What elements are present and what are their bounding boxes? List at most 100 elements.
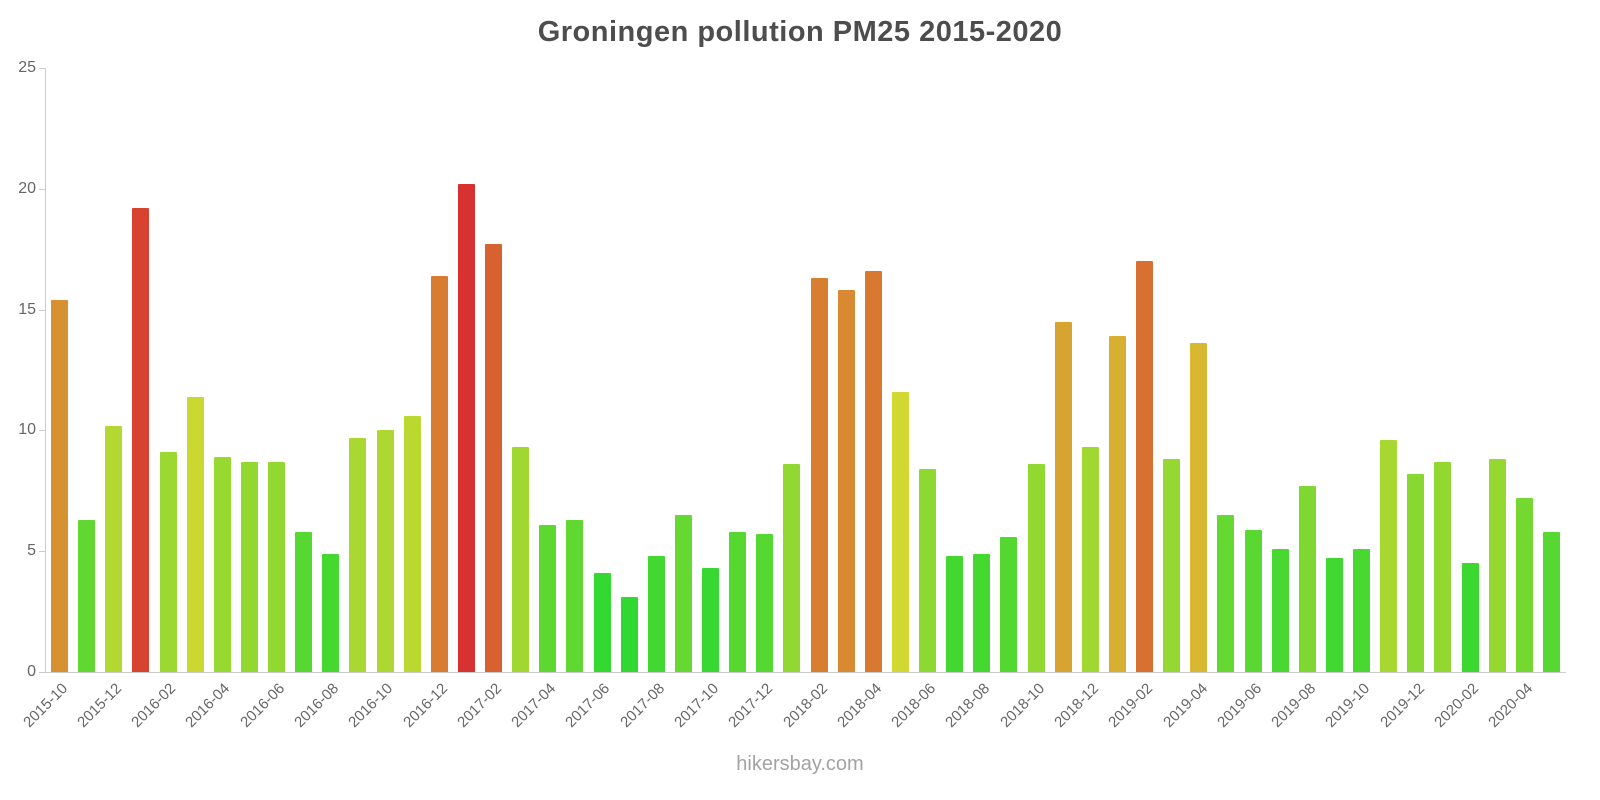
x-tick-label: 2017-02	[453, 680, 505, 731]
bar-2018-07	[946, 556, 964, 672]
x-axis-line	[45, 672, 1566, 673]
bar-2016-07	[295, 531, 313, 672]
bar-2016-10	[376, 430, 394, 672]
y-tick-mark	[39, 188, 45, 190]
x-tick-label: 2018-10	[996, 680, 1048, 731]
bar-slot	[1131, 68, 1158, 672]
bar-2019-05	[1217, 515, 1235, 672]
x-tick-label: 2016-02	[128, 680, 180, 731]
bar-2017-04	[539, 524, 557, 672]
bar-2017-06	[593, 572, 611, 672]
bar-2018-08	[973, 553, 991, 672]
bar-2018-11	[1054, 321, 1072, 672]
bar-slot	[1104, 68, 1131, 672]
bar-slot	[1240, 68, 1267, 672]
y-tick-mark	[39, 551, 45, 553]
bar-2017-02	[485, 244, 503, 672]
bar-slot	[534, 68, 561, 672]
bar-slot	[372, 68, 399, 672]
x-tick-label: 2016-12	[399, 680, 451, 731]
bar-2019-09	[1325, 558, 1343, 672]
x-tick-label: 2019-10	[1322, 680, 1374, 731]
bar-2019-06	[1244, 529, 1262, 672]
bars-container	[46, 68, 1565, 672]
bar-2020-03	[1488, 459, 1506, 672]
bar-slot	[182, 68, 209, 672]
bar-2020-05	[1542, 531, 1560, 672]
bar-slot	[806, 68, 833, 672]
bar-2017-07	[620, 597, 638, 672]
bar-slot	[236, 68, 263, 672]
x-tick-label: 2016-10	[345, 680, 397, 731]
bar-2019-07	[1271, 548, 1289, 672]
bar-slot	[968, 68, 995, 672]
bar-2016-03	[186, 396, 204, 672]
bar-2017-09	[674, 515, 692, 672]
bar-2018-12	[1081, 447, 1099, 672]
x-tick-label: 2016-06	[236, 680, 288, 731]
x-tick-label: 2018-08	[942, 680, 994, 731]
bar-slot	[127, 68, 154, 672]
bar-slot	[1375, 68, 1402, 672]
bar-slot	[290, 68, 317, 672]
y-tick-mark	[39, 430, 45, 432]
bar-slot	[1294, 68, 1321, 672]
bar-2019-01	[1108, 336, 1126, 672]
bar-2018-06	[919, 469, 937, 672]
y-tick-mark	[39, 309, 45, 311]
y-tick-mark	[39, 68, 45, 69]
x-tick-label: 2019-02	[1105, 680, 1157, 731]
bar-2020-02	[1461, 563, 1479, 672]
bar-2016-04	[213, 457, 231, 672]
bar-2017-08	[647, 556, 665, 672]
bar-slot	[643, 68, 670, 672]
x-tick-label: 2019-12	[1376, 680, 1428, 731]
bar-slot	[1267, 68, 1294, 672]
x-tick-label: 2019-08	[1268, 680, 1320, 731]
bar-2019-08	[1298, 486, 1316, 672]
bar-2016-01	[132, 208, 150, 672]
x-tick-label: 2015-12	[73, 680, 125, 731]
x-tick-label: 2017-10	[671, 680, 723, 731]
bar-slot	[1457, 68, 1484, 672]
bar-slot	[317, 68, 344, 672]
bar-slot	[1429, 68, 1456, 672]
bar-slot	[1185, 68, 1212, 672]
x-tick-label: 2019-06	[1213, 680, 1265, 731]
y-tick-label: 10	[18, 421, 36, 439]
bar-slot	[480, 68, 507, 672]
bar-2018-10	[1027, 464, 1045, 672]
chart-title: Groningen pollution PM25 2015-2020	[537, 16, 1063, 48]
x-tick-label: 2017-04	[508, 680, 560, 731]
bar-2017-12	[756, 534, 774, 672]
x-tick-label: 2016-04	[182, 680, 234, 731]
bar-slot	[1348, 68, 1375, 672]
y-tick-label: 5	[27, 542, 36, 560]
bar-slot	[100, 68, 127, 672]
bar-2019-10	[1353, 548, 1371, 672]
bar-2018-04	[864, 270, 882, 672]
bar-slot	[589, 68, 616, 672]
bar-2017-11	[729, 531, 747, 672]
bar-2016-02	[159, 452, 177, 672]
y-axis-line	[45, 68, 46, 673]
bar-slot	[453, 68, 480, 672]
bar-slot	[1321, 68, 1348, 672]
bar-slot	[860, 68, 887, 672]
x-tick-label: 2020-04	[1485, 680, 1537, 731]
bar-slot	[73, 68, 100, 672]
bar-slot	[263, 68, 290, 672]
bar-2017-05	[566, 519, 584, 672]
bar-2020-01	[1434, 461, 1452, 672]
bar-2015-10	[51, 299, 69, 672]
bar-slot	[914, 68, 941, 672]
x-tick-label: 2016-08	[291, 680, 343, 731]
bar-slot	[697, 68, 724, 672]
bar-slot	[507, 68, 534, 672]
bar-slot	[1402, 68, 1429, 672]
x-tick-label: 2017-08	[616, 680, 668, 731]
bar-slot	[426, 68, 453, 672]
footer-watermark: hikersbay.com	[736, 753, 864, 775]
bar-2016-06	[268, 461, 286, 672]
bar-2017-10	[702, 568, 720, 672]
